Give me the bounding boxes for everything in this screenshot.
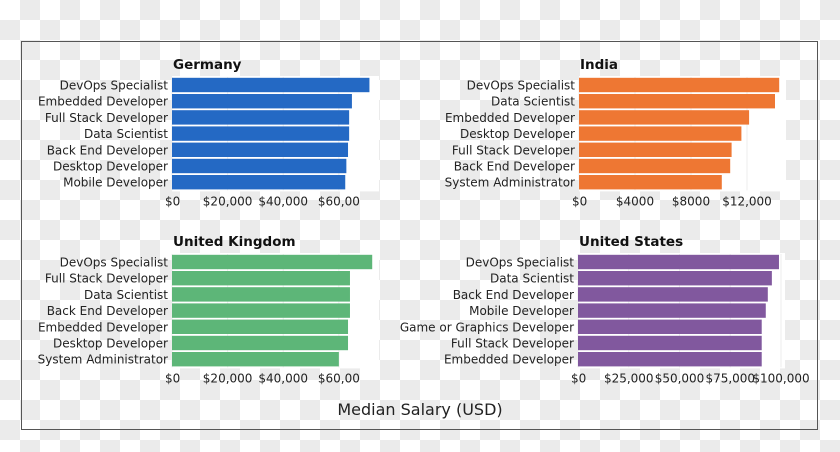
bar xyxy=(578,287,768,302)
category-label: Data Scientist xyxy=(84,288,168,302)
bar xyxy=(172,254,373,270)
category-label: Embedded Developer xyxy=(444,353,574,367)
category-label: Full Stack Developer xyxy=(451,337,574,351)
category-label: DevOps Specialist xyxy=(467,79,576,93)
category-label: DevOps Specialist xyxy=(466,256,575,270)
panel-title: United States xyxy=(579,234,683,250)
tick-label: $4000 xyxy=(616,194,654,208)
chart-frame xyxy=(21,41,818,430)
tick-label: $75,000 xyxy=(705,371,755,385)
tick-label: $0 xyxy=(165,194,180,208)
tick-label: $0 xyxy=(165,371,180,385)
category-label: Back End Developer xyxy=(453,288,574,302)
bar xyxy=(172,126,350,141)
category-label: Desktop Developer xyxy=(53,337,168,351)
tick-label: $100,000 xyxy=(752,371,809,385)
bar xyxy=(579,142,732,157)
bar xyxy=(172,175,346,190)
bar xyxy=(578,319,762,334)
tick-label: $20,000 xyxy=(203,194,253,208)
bar xyxy=(579,110,750,125)
category-label: Back End Developer xyxy=(454,160,575,174)
category-label: Full Stack Developer xyxy=(45,111,168,125)
bar xyxy=(172,352,339,367)
category-label: Back End Developer xyxy=(47,143,168,157)
category-label: System Administrator xyxy=(38,353,168,367)
category-label: Data Scientist xyxy=(490,272,574,286)
panel-title: Germany xyxy=(173,57,242,73)
tick-label: $0 xyxy=(571,371,586,385)
bar xyxy=(578,303,766,318)
category-label: Mobile Developer xyxy=(63,176,168,190)
bar xyxy=(579,77,780,93)
category-label: Embedded Developer xyxy=(445,111,575,125)
category-label: Back End Developer xyxy=(47,304,168,318)
tick-label: $8000 xyxy=(672,194,710,208)
tick-label: $40,000 xyxy=(258,371,308,385)
category-label: Data Scientist xyxy=(491,95,575,109)
tick-label: $40,000 xyxy=(258,194,308,208)
bar xyxy=(578,352,762,367)
bar xyxy=(578,271,772,286)
bar xyxy=(578,335,762,351)
tick-label: $60,00 xyxy=(318,371,360,385)
bar xyxy=(172,142,349,157)
bar xyxy=(172,94,352,109)
tick-label: $12,000 xyxy=(722,194,772,208)
category-label: Embedded Developer xyxy=(38,95,168,109)
bar xyxy=(172,303,350,318)
bar xyxy=(172,271,350,286)
category-label: DevOps Specialist xyxy=(60,79,169,93)
bar xyxy=(579,126,742,141)
bar xyxy=(579,94,775,109)
category-label: Embedded Developer xyxy=(38,320,168,334)
bar xyxy=(172,335,349,351)
panel-united-kingdom: United Kingdom DevOps Specialist Full Stac… xyxy=(38,234,379,385)
panel-germany: Germany DevOps Specialist Embedded Develop… xyxy=(38,57,379,208)
category-label: Full Stack Developer xyxy=(45,272,168,286)
bar xyxy=(579,175,722,190)
category-label: System Administrator xyxy=(445,176,575,190)
panel-india: India DevOps Specialist Data Scientist Embe… xyxy=(445,57,786,208)
tick-label: $25,000 xyxy=(604,371,654,385)
tick-label: $0 xyxy=(572,194,587,208)
bar xyxy=(172,77,370,93)
category-label: Game or Graphics Developer xyxy=(400,320,574,334)
bar xyxy=(172,110,350,125)
bar xyxy=(172,287,350,302)
category-label: Full Stack Developer xyxy=(452,143,575,157)
category-label: Desktop Developer xyxy=(460,127,575,141)
category-label: Data Scientist xyxy=(84,127,168,141)
category-label: Desktop Developer xyxy=(53,160,168,174)
bar xyxy=(578,254,779,270)
tick-label: $60,00 xyxy=(318,194,360,208)
tick-label: $50,000 xyxy=(655,371,705,385)
x-axis-label: Median Salary (USD) xyxy=(337,400,503,419)
category-label: DevOps Specialist xyxy=(60,256,169,270)
bar xyxy=(579,158,731,174)
panel-united-states: United States DevOps Specialist Data Scien… xyxy=(400,234,810,385)
panel-title: India xyxy=(580,57,618,73)
panel-title: United Kingdom xyxy=(173,234,296,250)
bar xyxy=(172,158,347,174)
tick-label: $20,000 xyxy=(203,371,253,385)
bar xyxy=(172,319,349,334)
category-label: Mobile Developer xyxy=(469,304,574,318)
